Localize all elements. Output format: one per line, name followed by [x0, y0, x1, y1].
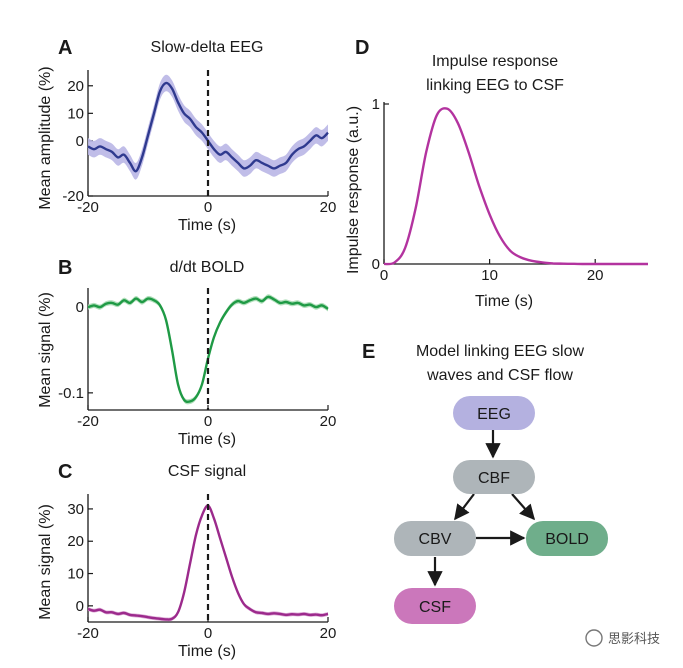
chart-c-y-tick-label: 0: [76, 598, 84, 615]
chart-d-y-tick-label: 1: [372, 96, 380, 113]
node-cbv-label: CBV: [419, 531, 452, 548]
node-cbv-box: [394, 521, 476, 556]
panel-label-a: A: [58, 37, 72, 59]
panel-d-impulse-chart: D Impulse response linking EEG to CSF 0 1…: [345, 37, 648, 310]
wechat-icon: [585, 629, 603, 647]
node-cbf-label: CBF: [478, 470, 510, 487]
diagram-title-line-2: waves and CSF flow: [426, 367, 573, 384]
watermark-text: 思影科技: [608, 631, 660, 646]
panel-label-b: B: [58, 257, 72, 279]
chart-d-xlabel: Time (s): [475, 293, 533, 310]
node-bold-box: [526, 521, 608, 556]
chart-c-y-tick-label: 30: [67, 501, 84, 518]
chart-a-y-tick-label: 0: [76, 133, 84, 150]
chart-d-title-line-1: Impulse response: [432, 53, 558, 70]
chart-b-y-tick-label: -0.1: [58, 385, 84, 402]
chart-d-x-tick-label: 20: [587, 267, 604, 284]
chart-c-error-band: [88, 503, 328, 622]
chart-a-ylabel: Mean amplitude (%): [37, 66, 54, 209]
chart-d-x-tick-label: 0: [380, 267, 388, 284]
diagram-title-line-1: Model linking EEG slow: [416, 343, 585, 360]
chart-b-y-tick-label: 0: [76, 299, 84, 316]
node-eeg: EEG: [453, 396, 535, 430]
chart-b-x-tick-label: 0: [204, 413, 212, 430]
node-csf-box: [394, 588, 476, 624]
chart-b-title: d/dt BOLD: [170, 259, 245, 276]
chart-a-y-tick-label: -20: [62, 188, 84, 205]
panel-label-c: C: [58, 461, 72, 483]
chart-c-ylabel: Mean signal (%): [37, 504, 54, 620]
chart-c-x-tick-label: -20: [77, 625, 99, 642]
panel-c-csf-chart: C CSF signal -20 0 20 0 10 20 30 Time (s) Mean…: [37, 461, 336, 660]
panel-label-d: D: [355, 37, 369, 59]
edge-cbf-to-bold: [511, 493, 536, 521]
chart-d-ylabel: Impulse response (a.u.): [345, 106, 362, 274]
chart-a-x-tick-label: 20: [320, 199, 337, 216]
node-cbf-box: [453, 460, 535, 494]
node-bold-label: BOLD: [545, 531, 589, 548]
watermark: 思影科技: [585, 629, 660, 647]
node-cbf: CBF: [453, 460, 535, 494]
chart-c-xlabel: Time (s): [178, 643, 236, 660]
chart-c-x-tick-label: 20: [320, 625, 337, 642]
chart-d-title-line-2: linking EEG to CSF: [426, 77, 564, 94]
chart-b-x-tick-label: -20: [77, 413, 99, 430]
chart-a-x-tick-label: -20: [77, 199, 99, 216]
chart-a-y-tick-label: 10: [67, 105, 84, 122]
chart-a-y-tick-label: 20: [67, 78, 84, 95]
chart-d-y-tick-label: 0: [372, 256, 380, 273]
chart-c-series-line: [87, 504, 329, 621]
panel-a-eeg-chart: A Slow-delta EEG -20 0 20 -20 0 10 20 Time (s)…: [37, 37, 336, 234]
node-csf-label: CSF: [419, 599, 451, 616]
chart-a-title: Slow-delta EEG: [151, 39, 264, 56]
chart-b-xlabel: Time (s): [178, 431, 236, 448]
chart-c-y-tick-label: 10: [67, 566, 84, 583]
panel-label-e: E: [362, 341, 375, 363]
chart-a-xlabel: Time (s): [178, 217, 236, 234]
chart-c-title: CSF signal: [168, 463, 246, 480]
chart-b-ylabel: Mean signal (%): [37, 292, 54, 408]
chart-d-series-line: [383, 107, 648, 266]
chart-b-x-tick-label: 20: [320, 413, 337, 430]
chart-a-x-tick-label: 0: [204, 199, 212, 216]
chart-c-y-tick-label: 20: [67, 533, 84, 550]
node-bold: BOLD: [526, 521, 608, 556]
node-csf: CSF: [394, 588, 476, 624]
edge-cbf-to-cbv: [454, 493, 475, 521]
panel-e-model-diagram: E Model linking EEG slow waves and CSF f…: [362, 341, 608, 624]
node-eeg-label: EEG: [477, 406, 511, 423]
chart-d-x-tick-label: 10: [481, 267, 498, 284]
panel-b-bold-chart: B d/dt BOLD -20 0 20 0 -0.1 Time (s) Mean si…: [37, 257, 336, 448]
node-eeg-box: [453, 396, 535, 430]
node-cbv: CBV: [394, 521, 476, 556]
chart-c-x-tick-label: 0: [204, 625, 212, 642]
